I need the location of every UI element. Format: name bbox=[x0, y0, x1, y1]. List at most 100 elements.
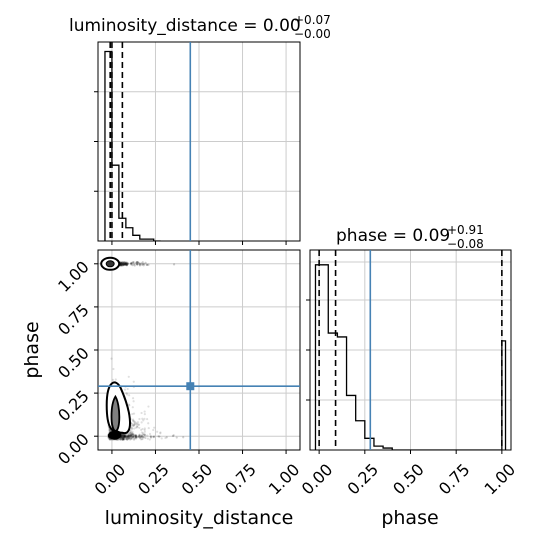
joint-ytick-label-1: 0.25 bbox=[54, 386, 93, 425]
joint-point bbox=[140, 431, 143, 434]
joint-point bbox=[137, 423, 141, 426]
joint-point bbox=[128, 431, 132, 434]
joint-point bbox=[128, 433, 131, 436]
joint-point bbox=[134, 434, 137, 437]
joint-point bbox=[120, 264, 123, 267]
joint-point bbox=[124, 262, 127, 265]
joint-point bbox=[119, 261, 123, 264]
joint-point bbox=[126, 262, 129, 266]
joint-point bbox=[107, 428, 111, 431]
joint-point bbox=[128, 404, 131, 407]
joint-point bbox=[141, 433, 144, 436]
y-axis-label-phase: phase bbox=[21, 321, 43, 378]
joint-point bbox=[125, 392, 128, 395]
joint-point bbox=[121, 436, 124, 440]
joint-point bbox=[141, 263, 144, 266]
lum-title-sup: +0.07 bbox=[294, 13, 331, 27]
joint-point bbox=[130, 262, 133, 265]
joint-point bbox=[123, 261, 126, 264]
joint-point bbox=[133, 438, 136, 441]
joint-point bbox=[142, 419, 145, 422]
joint-point bbox=[152, 428, 155, 432]
joint-point bbox=[120, 434, 124, 438]
joint-point bbox=[134, 435, 138, 438]
joint-point bbox=[119, 261, 123, 264]
joint-point bbox=[124, 434, 127, 437]
joint-point bbox=[129, 438, 132, 441]
joint-point bbox=[135, 423, 138, 426]
joint-xtick-label-1: 0.25 bbox=[134, 460, 173, 499]
joint-point bbox=[114, 378, 117, 381]
joint-point bbox=[133, 434, 136, 437]
joint-point bbox=[125, 438, 128, 441]
joint-point bbox=[122, 438, 126, 441]
joint-point bbox=[129, 434, 132, 437]
joint-point bbox=[143, 430, 146, 433]
joint-point bbox=[126, 438, 129, 441]
joint-point bbox=[142, 431, 145, 435]
joint-point bbox=[135, 261, 138, 265]
joint-point bbox=[131, 261, 134, 264]
joint-point bbox=[121, 433, 124, 436]
joint-point bbox=[126, 434, 129, 438]
joint-point bbox=[140, 411, 143, 415]
joint-point bbox=[133, 427, 136, 430]
joint-point bbox=[120, 438, 123, 441]
joint-point bbox=[153, 435, 156, 438]
joint-point bbox=[122, 438, 126, 441]
joint-point bbox=[136, 435, 140, 438]
joint-point bbox=[121, 433, 124, 436]
joint-point bbox=[133, 434, 136, 438]
joint-point bbox=[125, 261, 128, 264]
joint-point bbox=[140, 262, 143, 265]
joint-point bbox=[124, 435, 127, 438]
joint-point bbox=[133, 423, 137, 426]
joint-point bbox=[124, 263, 127, 266]
joint-point bbox=[119, 438, 122, 441]
joint-point bbox=[133, 263, 136, 266]
joint-point bbox=[130, 432, 133, 435]
joint-point bbox=[148, 438, 151, 441]
joint-point bbox=[128, 434, 131, 438]
joint-point bbox=[121, 436, 124, 439]
joint-point bbox=[132, 424, 135, 427]
joint-point bbox=[139, 436, 142, 439]
joint-point bbox=[127, 437, 131, 440]
joint-point bbox=[125, 263, 128, 267]
joint-point bbox=[121, 264, 124, 267]
joint-point bbox=[129, 435, 133, 438]
joint-point bbox=[121, 438, 124, 441]
joint-point bbox=[131, 432, 134, 435]
joint-point bbox=[123, 435, 126, 438]
joint-point bbox=[133, 433, 136, 437]
joint-point bbox=[131, 397, 135, 400]
joint-point bbox=[121, 261, 124, 264]
joint-point bbox=[132, 435, 135, 438]
joint-point bbox=[108, 429, 111, 432]
joint-point bbox=[146, 434, 149, 437]
joint-point bbox=[132, 418, 135, 421]
joint-point bbox=[152, 435, 155, 438]
joint-point bbox=[120, 433, 124, 437]
joint-point bbox=[138, 426, 141, 430]
joint-point bbox=[147, 422, 150, 425]
joint-point bbox=[140, 438, 143, 441]
joint-point bbox=[123, 435, 126, 438]
joint-point bbox=[133, 436, 136, 440]
joint-point bbox=[121, 438, 124, 441]
joint-point bbox=[122, 433, 126, 436]
joint-point bbox=[119, 438, 122, 441]
joint-point bbox=[127, 437, 130, 440]
joint-point bbox=[141, 437, 144, 441]
joint-point bbox=[138, 263, 142, 266]
joint-point bbox=[131, 435, 134, 438]
joint-point bbox=[137, 262, 141, 265]
joint-point bbox=[136, 426, 139, 429]
joint-point bbox=[140, 435, 143, 438]
joint-point bbox=[126, 262, 129, 265]
joint-point bbox=[130, 436, 133, 439]
joint-point bbox=[138, 433, 141, 436]
joint-point bbox=[125, 264, 129, 267]
joint-point bbox=[126, 436, 129, 439]
phase-title-sub: −0.08 bbox=[447, 237, 484, 251]
